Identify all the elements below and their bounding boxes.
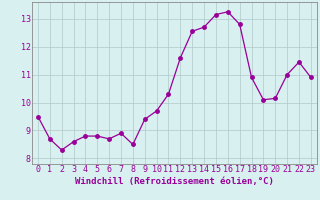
X-axis label: Windchill (Refroidissement éolien,°C): Windchill (Refroidissement éolien,°C): [75, 177, 274, 186]
